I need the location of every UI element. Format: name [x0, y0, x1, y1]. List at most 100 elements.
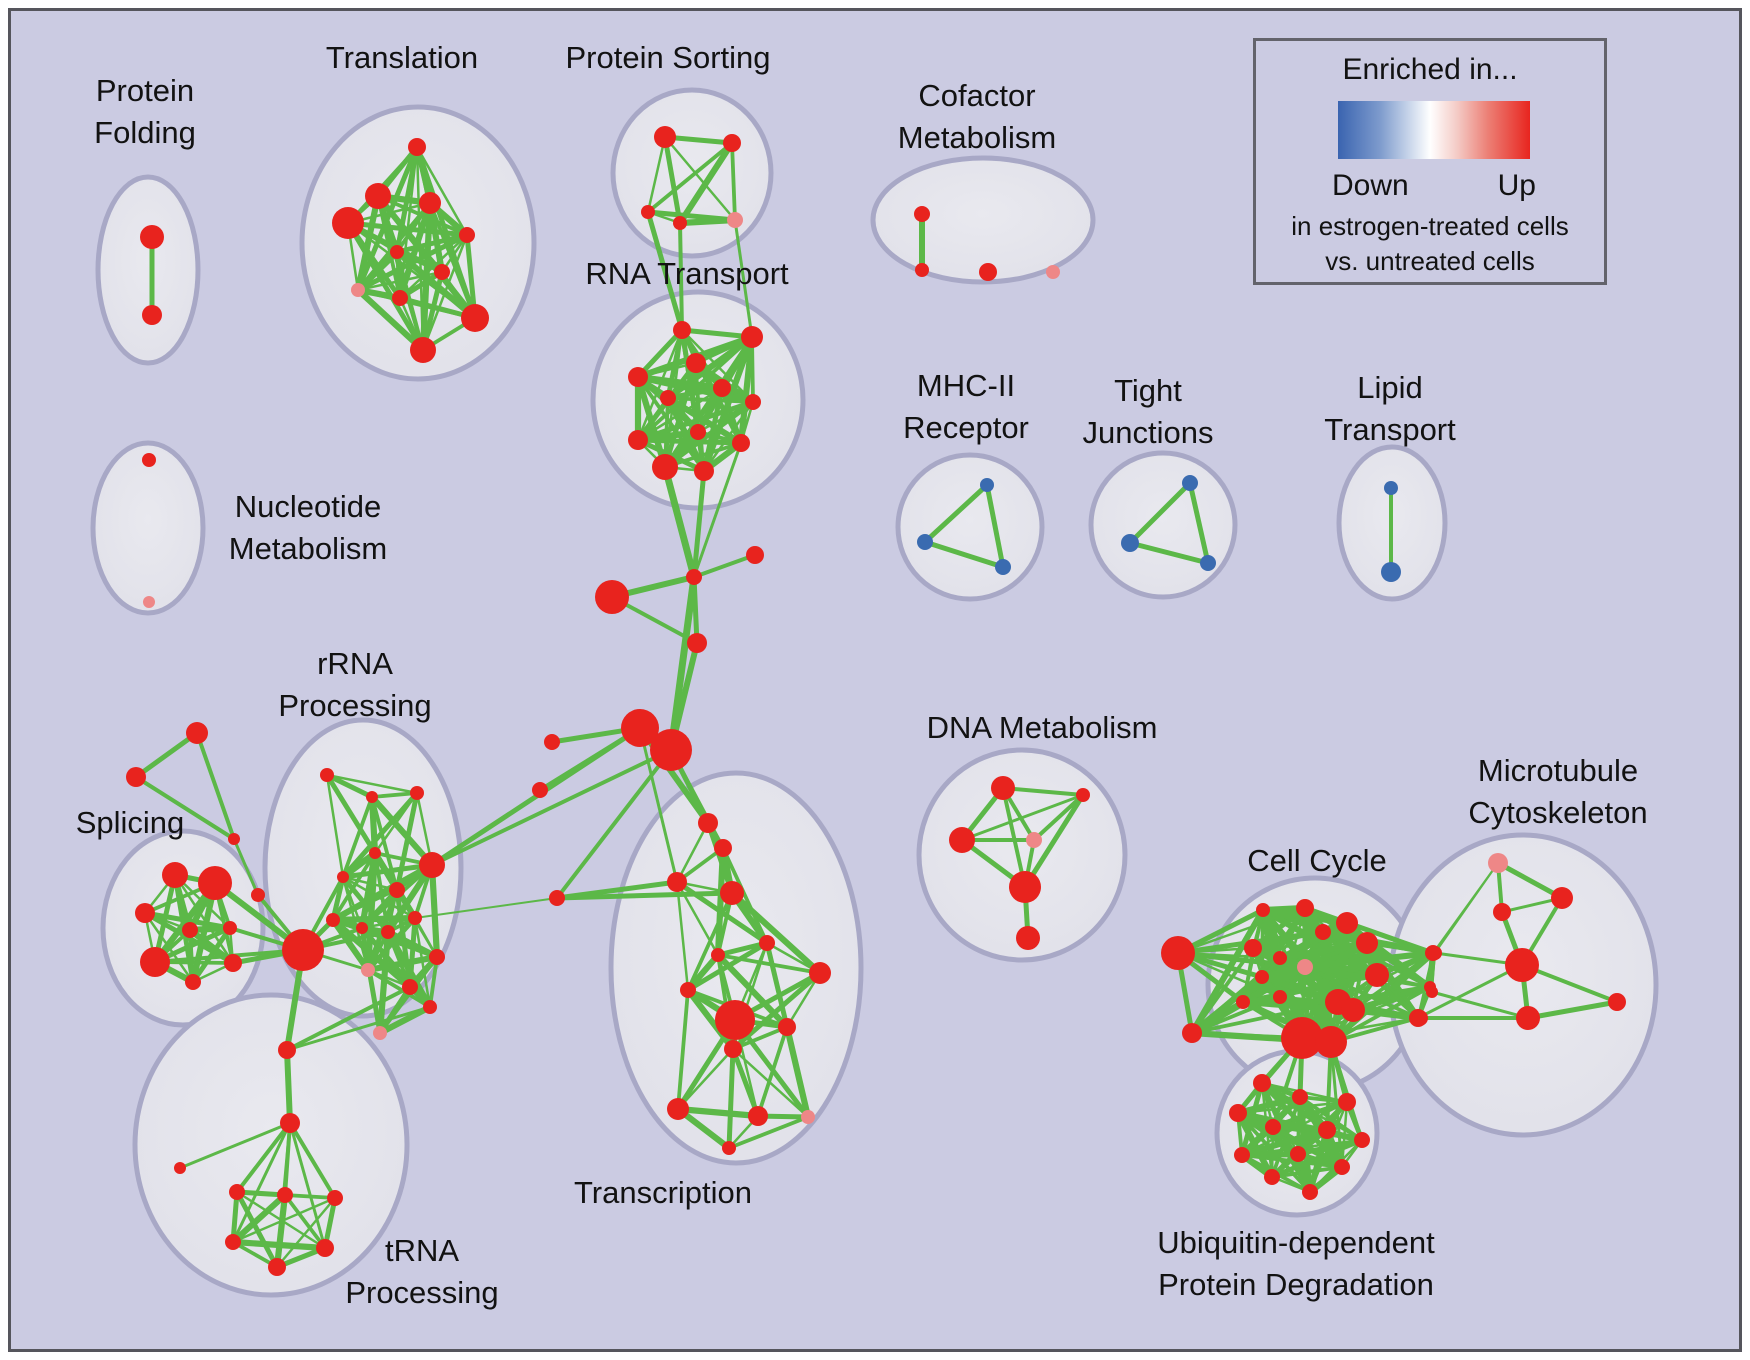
node-translation-6 [434, 264, 450, 280]
edge-trna-processing [231, 1196, 337, 1244]
cluster-label-protein-sorting: Protein Sorting [565, 40, 770, 75]
edge-cell-cycle [1327, 949, 1437, 1046]
edge-microtubule-cytoskeleton [1430, 990, 1530, 1020]
link-protein-sorting-rna-transport [678, 221, 684, 332]
node-trna-processing-3 [225, 1234, 241, 1250]
node-splicing-6 [224, 954, 242, 972]
node-rna-transport-9 [732, 434, 750, 452]
node-splicing-7 [185, 974, 201, 990]
link-protein-sorting-rna-transport [645, 209, 685, 333]
edge-ubiquitin-degradation [1270, 1165, 1344, 1179]
node-protein-sorting-0 [654, 126, 676, 148]
edge-splicing-triangle [195, 731, 236, 841]
edge-rna-transport [635, 327, 685, 380]
edge-rrna-processing [329, 861, 436, 924]
edge-transcription [676, 988, 690, 1111]
cluster-label-rrna-processing: Processing [278, 688, 431, 723]
edge-rrna-processing [368, 793, 436, 869]
edge-rrna-processing [370, 791, 419, 799]
node-translation-8 [392, 290, 408, 306]
cluster-label-ubiquitin-degradation: Ubiquitin-dependent [1157, 1225, 1435, 1260]
node-ubiquitin-degradation-9 [1334, 1159, 1350, 1175]
edge-transcription [674, 1105, 762, 1120]
cluster-label-trna-processing: tRNA [385, 1233, 459, 1268]
edge-transcription [756, 1025, 789, 1118]
edge-transcription [727, 1115, 810, 1150]
cluster-ellipse-mhc-ii-receptor [895, 452, 1045, 602]
node-dna-metabolism-0 [991, 776, 1015, 800]
edge-rrna-processing [339, 849, 379, 881]
edges-layer [133, 134, 1620, 1271]
node-rna-transport-6 [745, 394, 761, 410]
node-dna-metabolism-5 [1016, 926, 1040, 950]
edge-cell-cycle [1303, 965, 1420, 1020]
edge-transcription [714, 844, 727, 959]
edge-rrna-processing [364, 953, 441, 974]
edge-cell-cycle [1329, 985, 1432, 1044]
node-cell-cycle-12 [1273, 990, 1287, 1004]
node-rna-transport-2 [686, 353, 706, 373]
cluster-ellipse-nucleotide-metabolism [90, 440, 206, 616]
node-big-hub-1 [278, 1041, 296, 1059]
node-dna-metabolism-1 [1076, 788, 1090, 802]
node-ubiquitin-degradation-5 [1318, 1121, 1336, 1139]
edge-rrna-processing [340, 790, 420, 880]
legend-gradient-bar [1338, 101, 1530, 159]
edge-splicing [188, 928, 195, 984]
edge-rrna-processing [341, 795, 374, 879]
edge-rrna-processing [325, 773, 345, 879]
node-nucleotide-metabolism-1 [143, 596, 155, 608]
node-splicing-triangle-0 [186, 722, 208, 744]
cluster-label-mhc-ii-receptor: Receptor [903, 410, 1029, 445]
link-backbone-rrna-processing [414, 897, 558, 919]
edge-big-hub [284, 1047, 293, 1126]
edge-transcription [716, 953, 822, 975]
node-splicing-1 [198, 866, 232, 900]
node-ubiquitin-degradation-8 [1290, 1146, 1306, 1162]
node-protein-sorting-1 [723, 134, 741, 152]
node-cell-cycle-10 [1273, 951, 1287, 965]
link-backbone-transcription [638, 726, 679, 884]
node-trna-processing-0 [229, 1184, 245, 1200]
node-cell-cycle-9 [1297, 959, 1313, 975]
node-splicing-4 [223, 921, 237, 935]
node-translation-1 [365, 183, 391, 209]
node-cell-cycle-0 [1161, 936, 1195, 970]
edge-tight-junctions [1187, 480, 1211, 566]
edge-rrna-processing [325, 773, 419, 795]
link-backbone-transcription [554, 890, 735, 901]
node-rrna-processing-0 [320, 768, 334, 782]
node-cell-cycle-8 [1365, 963, 1389, 987]
node-rna-transport-0 [673, 321, 691, 339]
edge-ubiquitin-degradation [1240, 1153, 1344, 1169]
edge-protein-sorting [662, 134, 735, 146]
edge-splicing-triangle [133, 730, 200, 780]
node-lipid-transport-1 [1381, 562, 1401, 582]
cluster-label-ubiquitin-degradation: Protein Degradation [1158, 1267, 1434, 1302]
cluster-label-microtubule-cytoskeleton: Cytoskeleton [1468, 795, 1647, 830]
node-cell-cycle-6 [1336, 912, 1358, 934]
node-transcription-14 [722, 1141, 736, 1155]
cluster-ellipse-cofactor-metabolism [870, 155, 1096, 285]
edge-translation [394, 232, 470, 255]
link-big-hub-rrna-processing [285, 1005, 432, 1052]
node-cofactor-metabolism-3 [1046, 265, 1060, 279]
node-ubiquitin-degradation-1 [1292, 1089, 1308, 1105]
legend-title: Enriched in... [1342, 53, 1518, 86]
node-translation-3 [419, 192, 441, 214]
node-splicing-2 [135, 903, 155, 923]
node-rna-transport-11 [694, 461, 714, 481]
link-cell-cycle-microtubule-cytoskeleton [1432, 862, 1499, 954]
edge-rna-transport [635, 399, 756, 443]
node-microtubule-cytoskeleton-0 [1488, 853, 1508, 873]
node-ubiquitin-degradation-7 [1234, 1147, 1250, 1163]
link-cell-cycle-microtubule-cytoskeleton [1416, 963, 1524, 1020]
node-big-hub-2 [280, 1113, 300, 1133]
node-trna-processing-1 [277, 1187, 293, 1203]
node-transcription-1 [714, 839, 732, 857]
node-rna-transport-7 [690, 424, 706, 440]
edge-translation [397, 269, 445, 301]
node-tight-junctions-1 [1121, 534, 1139, 552]
edge-transcription [731, 1025, 789, 1051]
